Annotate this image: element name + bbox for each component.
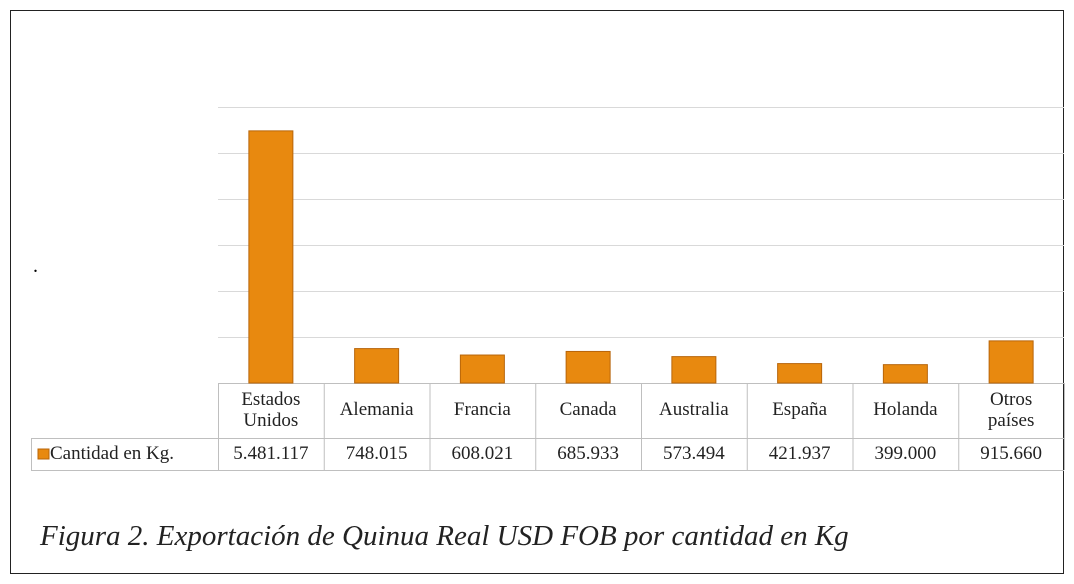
x-tick-label: Canada [535,383,641,438]
value-label: 399.000 [853,438,959,470]
bar [988,340,1034,384]
value-label-text: 685.933 [557,442,619,464]
x-tick-label: Australia [641,383,747,438]
bar [777,363,823,384]
bar [459,354,505,384]
bar [354,348,400,384]
bar [882,364,928,384]
x-tick-label-text: Francia [453,399,511,421]
value-label-text: 573.494 [663,442,725,464]
x-tick-label: Otros países [958,383,1064,438]
x-tick-label-text: Canada [559,399,617,421]
value-label-text: 915.660 [980,442,1042,464]
value-label: 421.937 [747,438,853,470]
value-label-text: 608.021 [451,442,514,464]
annotation: . [33,255,38,277]
bar [248,130,294,384]
x-tick-label: Holanda [853,383,959,438]
legend-key [37,448,50,460]
x-tick-label-text: Alemania [339,399,414,421]
x-tick-label-text: España [772,399,828,421]
legend-label: Cantidad en Kg. [50,438,216,470]
x-tick-label: Estados Unidos [218,383,324,438]
bar [565,350,611,384]
x-tick-label: España [747,383,853,438]
x-tick-label-text: Otros países [987,388,1035,431]
value-label: 915.660 [958,438,1064,470]
bar [671,356,717,384]
x-tick-label: Francia [430,383,536,438]
legend-label-text: Cantidad en Kg. [50,442,175,464]
x-tick-label: Alemania [324,383,430,438]
value-label-text: 399.000 [874,442,937,464]
value-label: 685.933 [535,438,641,470]
value-label: 5.481.117 [218,438,324,470]
x-tick-label-text: Estados Unidos [241,388,301,431]
value-label: 748.015 [324,438,430,470]
caption: Figura 2. Exportación de Quinua Real USD… [40,520,849,552]
value-label: 608.021 [430,438,536,470]
value-label-text: 748.015 [345,442,408,464]
value-label-text: 421.937 [768,442,831,464]
value-label: 573.494 [641,438,747,470]
value-label-text: 5.481.117 [233,442,309,464]
x-tick-label-text: Australia [659,399,729,421]
x-tick-label-text: Holanda [873,399,938,421]
